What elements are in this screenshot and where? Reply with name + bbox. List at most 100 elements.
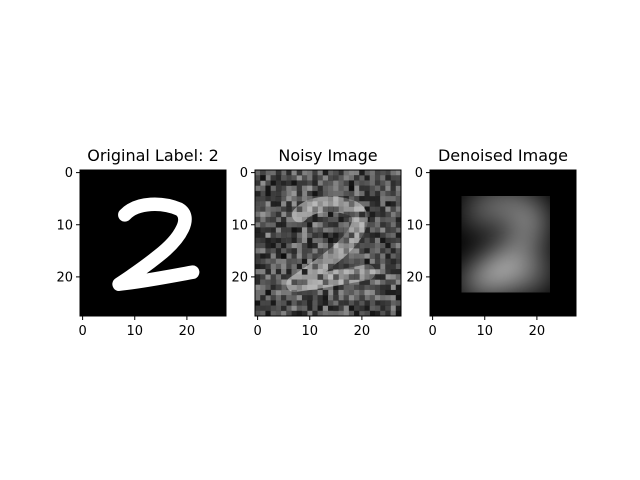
noise-pixel <box>396 217 402 223</box>
noise-pixel <box>312 191 318 197</box>
y-tick-label: 10 <box>56 218 73 233</box>
noise-pixel <box>318 253 324 259</box>
noise-pixel <box>281 201 287 207</box>
noise-pixel <box>385 238 391 244</box>
noise-pixel <box>271 274 277 280</box>
noise-pixel <box>365 300 371 306</box>
noise-pixel <box>338 311 344 317</box>
noise-pixel <box>312 170 318 176</box>
noise-pixel <box>365 311 371 317</box>
noise-pixel <box>396 212 402 218</box>
noise-pixel <box>375 180 381 186</box>
noise-pixel <box>260 212 266 218</box>
noise-pixel <box>349 300 355 306</box>
noise-pixel <box>391 269 397 275</box>
noise-pixel <box>349 311 355 317</box>
noise-pixel <box>312 175 318 181</box>
noise-pixel <box>292 175 298 181</box>
noise-pixel <box>359 243 365 249</box>
noise-pixel <box>333 175 339 181</box>
noise-pixel <box>318 290 324 296</box>
noise-pixel <box>338 180 344 186</box>
noise-pixel <box>375 196 381 202</box>
noise-pixel <box>338 306 344 312</box>
noise-pixel <box>271 311 277 317</box>
noise-pixel <box>365 196 371 202</box>
noise-pixel <box>365 274 371 280</box>
noise-pixel <box>359 306 365 312</box>
noise-pixel <box>271 175 277 181</box>
noise-pixel <box>396 280 402 286</box>
noise-pixel <box>281 311 287 317</box>
noise-pixel <box>271 170 277 176</box>
noise-pixel <box>375 212 381 218</box>
noise-pixel <box>349 180 355 186</box>
noise-pixel <box>292 170 298 176</box>
noise-pixel <box>312 243 318 249</box>
noise-pixel <box>385 295 391 301</box>
noise-pixel <box>255 306 261 312</box>
noise-pixel <box>281 259 287 265</box>
noise-pixel <box>297 170 303 176</box>
noise-pixel <box>328 306 334 312</box>
noise-pixel <box>292 227 298 233</box>
noise-pixel <box>365 170 371 176</box>
noise-pixel <box>391 264 397 270</box>
noise-pixel <box>333 207 339 213</box>
noise-pixel <box>312 295 318 301</box>
noise-pixel <box>349 233 355 239</box>
noise-pixel <box>375 264 381 270</box>
noise-pixel <box>312 290 318 296</box>
noise-pixel <box>302 311 308 317</box>
noise-pixel <box>265 311 271 317</box>
noise-pixel <box>380 290 386 296</box>
y-tick-label: 10 <box>406 218 423 233</box>
noise-pixel <box>349 201 355 207</box>
noise-pixel <box>286 264 292 270</box>
noise-pixel <box>297 300 303 306</box>
noise-pixel <box>391 217 397 223</box>
noise-pixel <box>380 180 386 186</box>
y-tick-label: 20 <box>231 270 248 285</box>
noise-pixel <box>276 259 282 265</box>
noise-pixel <box>297 306 303 312</box>
noise-pixel <box>255 170 261 176</box>
noise-pixel <box>297 280 303 286</box>
noise-pixel <box>286 300 292 306</box>
noise-pixel <box>375 285 381 291</box>
noise-pixel <box>354 191 360 197</box>
noise-pixel <box>323 280 329 286</box>
noise-pixel <box>255 227 261 233</box>
noise-pixel <box>286 191 292 197</box>
noise-pixel <box>380 217 386 223</box>
noise-pixel <box>281 180 287 186</box>
noise-pixel <box>297 311 303 317</box>
noise-pixel <box>370 217 376 223</box>
noise-pixel <box>255 285 261 291</box>
noise-pixel <box>260 217 266 223</box>
noise-pixel <box>370 264 376 270</box>
noise-pixel <box>385 186 391 192</box>
noise-pixel <box>396 269 402 275</box>
noise-pixel <box>271 269 277 275</box>
noise-pixel <box>276 212 282 218</box>
noise-pixel <box>338 295 344 301</box>
noise-pixel <box>255 175 261 181</box>
noise-pixel <box>365 186 371 192</box>
noise-pixel <box>323 207 329 213</box>
noise-pixel <box>385 285 391 291</box>
noise-pixel <box>365 264 371 270</box>
noise-pixel <box>265 227 271 233</box>
noise-pixel <box>323 311 329 317</box>
panel-title-original: Original Label: 2 <box>87 146 219 165</box>
noise-pixel <box>375 259 381 265</box>
noise-pixel <box>391 253 397 259</box>
noise-pixel <box>375 290 381 296</box>
noise-pixel <box>385 227 391 233</box>
noise-pixel <box>359 180 365 186</box>
noise-pixel <box>255 191 261 197</box>
noise-pixel <box>365 306 371 312</box>
noise-pixel <box>265 196 271 202</box>
noise-pixel <box>265 217 271 223</box>
noise-pixel <box>344 175 350 181</box>
